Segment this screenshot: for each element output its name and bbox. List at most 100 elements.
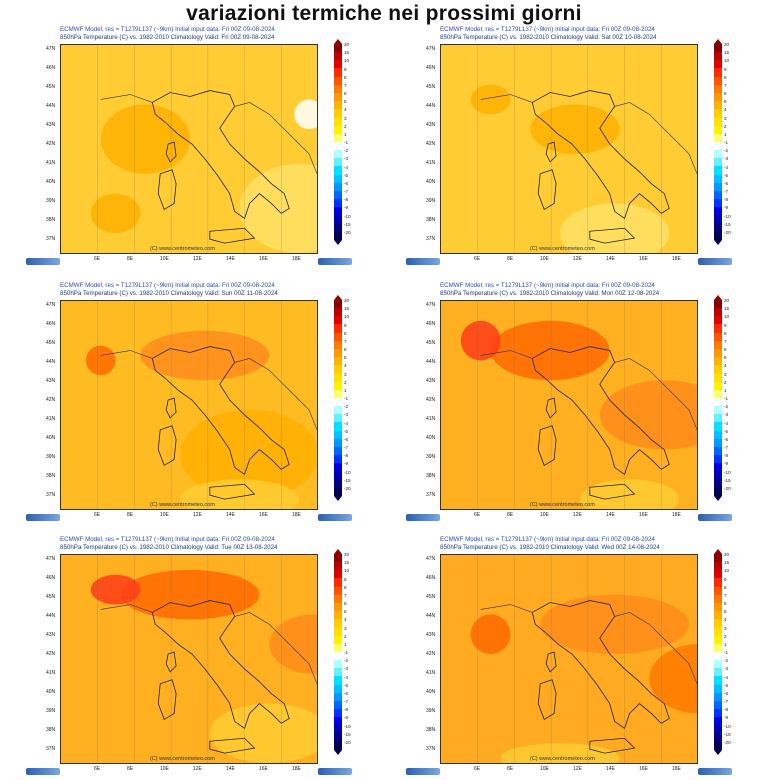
scale-label: 7 <box>724 338 727 344</box>
scale-cell <box>334 668 342 677</box>
scale-label: -20 <box>724 229 731 235</box>
scale-label: -1 <box>344 396 349 401</box>
scale-cell <box>334 44 342 53</box>
scale-label: 4 <box>344 617 347 623</box>
latitude-label: 46N <box>46 321 56 327</box>
scale-cell <box>334 381 342 390</box>
latitude-label: 44N <box>426 103 436 109</box>
field-background <box>441 555 697 763</box>
model-header: ECMWF Model, res = T1279L137 (~9km) Init… <box>60 282 275 289</box>
scale-cell <box>334 76 342 85</box>
scale-cell <box>714 52 722 61</box>
coastline <box>151 600 290 729</box>
scale-cell <box>714 357 722 366</box>
scale-label: -5 <box>344 682 349 688</box>
scale-arrow-top <box>714 295 722 300</box>
border-line <box>234 102 317 174</box>
latitude-label: 46N <box>46 65 56 71</box>
map-subtitle: 850hPa Temperature (C) vs. 1982-2010 Cli… <box>440 290 660 297</box>
scale-cell <box>334 660 342 669</box>
border-line <box>614 102 697 174</box>
coastline <box>157 425 177 467</box>
longitude-label: 8E <box>127 256 134 262</box>
scale-label: -15 <box>724 731 731 737</box>
scale-label: -7 <box>724 699 729 704</box>
longitude-label: 10E <box>160 256 169 262</box>
scale-label: -15 <box>724 477 731 483</box>
longitude-label: 6E <box>94 256 101 262</box>
longitude-label: 14E <box>606 766 615 772</box>
scale-cell <box>334 586 342 595</box>
anomaly-area <box>100 104 190 174</box>
border-line <box>614 358 697 430</box>
latitude-label: 44N <box>46 359 56 365</box>
model-header: ECMWF Model, res = T1279L137 (~9km) Init… <box>60 536 275 543</box>
longitude-label: 16E <box>259 766 268 772</box>
scale-cell <box>334 308 342 317</box>
scale-label: -9 <box>724 715 729 721</box>
scale-cell <box>334 52 342 61</box>
scale-label: 2 <box>724 633 727 639</box>
latitude-label: 43N <box>46 378 56 384</box>
scale-label: -10 <box>724 723 731 729</box>
latitude-label: 39N <box>46 454 56 460</box>
scale-cell <box>714 141 722 151</box>
scale-cell <box>334 717 342 726</box>
scale-cell <box>714 117 722 126</box>
longitude-label: 8E <box>127 512 134 518</box>
latitude-label: 38N <box>426 217 436 223</box>
scale-cell <box>334 643 342 652</box>
scale-label: 5 <box>344 99 347 105</box>
scale-cell <box>714 125 722 134</box>
coastline <box>151 90 290 219</box>
scale-cell <box>334 207 342 216</box>
credit-text: (C) www.centrometeo.com <box>530 756 595 762</box>
scale-cell <box>714 487 722 496</box>
latitude-label: 44N <box>46 103 56 109</box>
scale-cell <box>714 308 722 317</box>
scale-cell <box>334 150 342 159</box>
border-line <box>100 94 153 103</box>
scale-label: -6 <box>724 436 729 442</box>
scale-cell <box>334 332 342 341</box>
scale-cell <box>334 68 342 77</box>
scale-cell <box>714 166 722 175</box>
scale-cell <box>334 725 342 734</box>
scale-cell <box>714 198 722 208</box>
anomaly-area <box>460 320 501 361</box>
longitude-label: 10E <box>160 766 169 772</box>
scale-cell <box>714 619 722 628</box>
scale-label: 10 <box>724 314 730 320</box>
scale-cell <box>714 44 722 53</box>
longitude-label: 6E <box>94 512 101 518</box>
scale-cell <box>334 708 342 718</box>
latitude-label: 44N <box>426 359 436 365</box>
scale-label: -2 <box>344 658 349 664</box>
scale-label: -8 <box>724 197 729 203</box>
scale-cell <box>334 554 342 563</box>
scale-arrow-top <box>334 39 342 44</box>
scale-cell <box>714 92 722 102</box>
scale-cell <box>714 471 722 480</box>
longitude-label: 8E <box>127 766 134 772</box>
map-subtitle: 850hPa Temperature (C) vs. 1982-2010 Cli… <box>60 290 278 297</box>
scale-cell <box>714 109 722 118</box>
scale-label: 9 <box>724 66 727 72</box>
scale-label: -10 <box>724 469 731 475</box>
scale-label: 20 <box>344 552 350 557</box>
scale-label: 2 <box>344 633 347 639</box>
scale-label: -1 <box>724 140 729 145</box>
scale-cell <box>714 438 722 447</box>
scale-cell <box>714 373 722 382</box>
latitude-label: 43N <box>46 632 56 638</box>
scale-arrow-top <box>714 549 722 554</box>
longitude-label: 18E <box>672 256 681 262</box>
scale-label: 1 <box>724 641 727 647</box>
centrometeo-logo <box>26 768 60 775</box>
scale-cell <box>714 463 722 472</box>
latitude-label: 44N <box>426 613 436 619</box>
scale-cell <box>714 316 722 325</box>
scale-label: -2 <box>724 148 729 154</box>
anomaly-area <box>540 594 690 655</box>
scale-label: 6 <box>344 601 347 606</box>
